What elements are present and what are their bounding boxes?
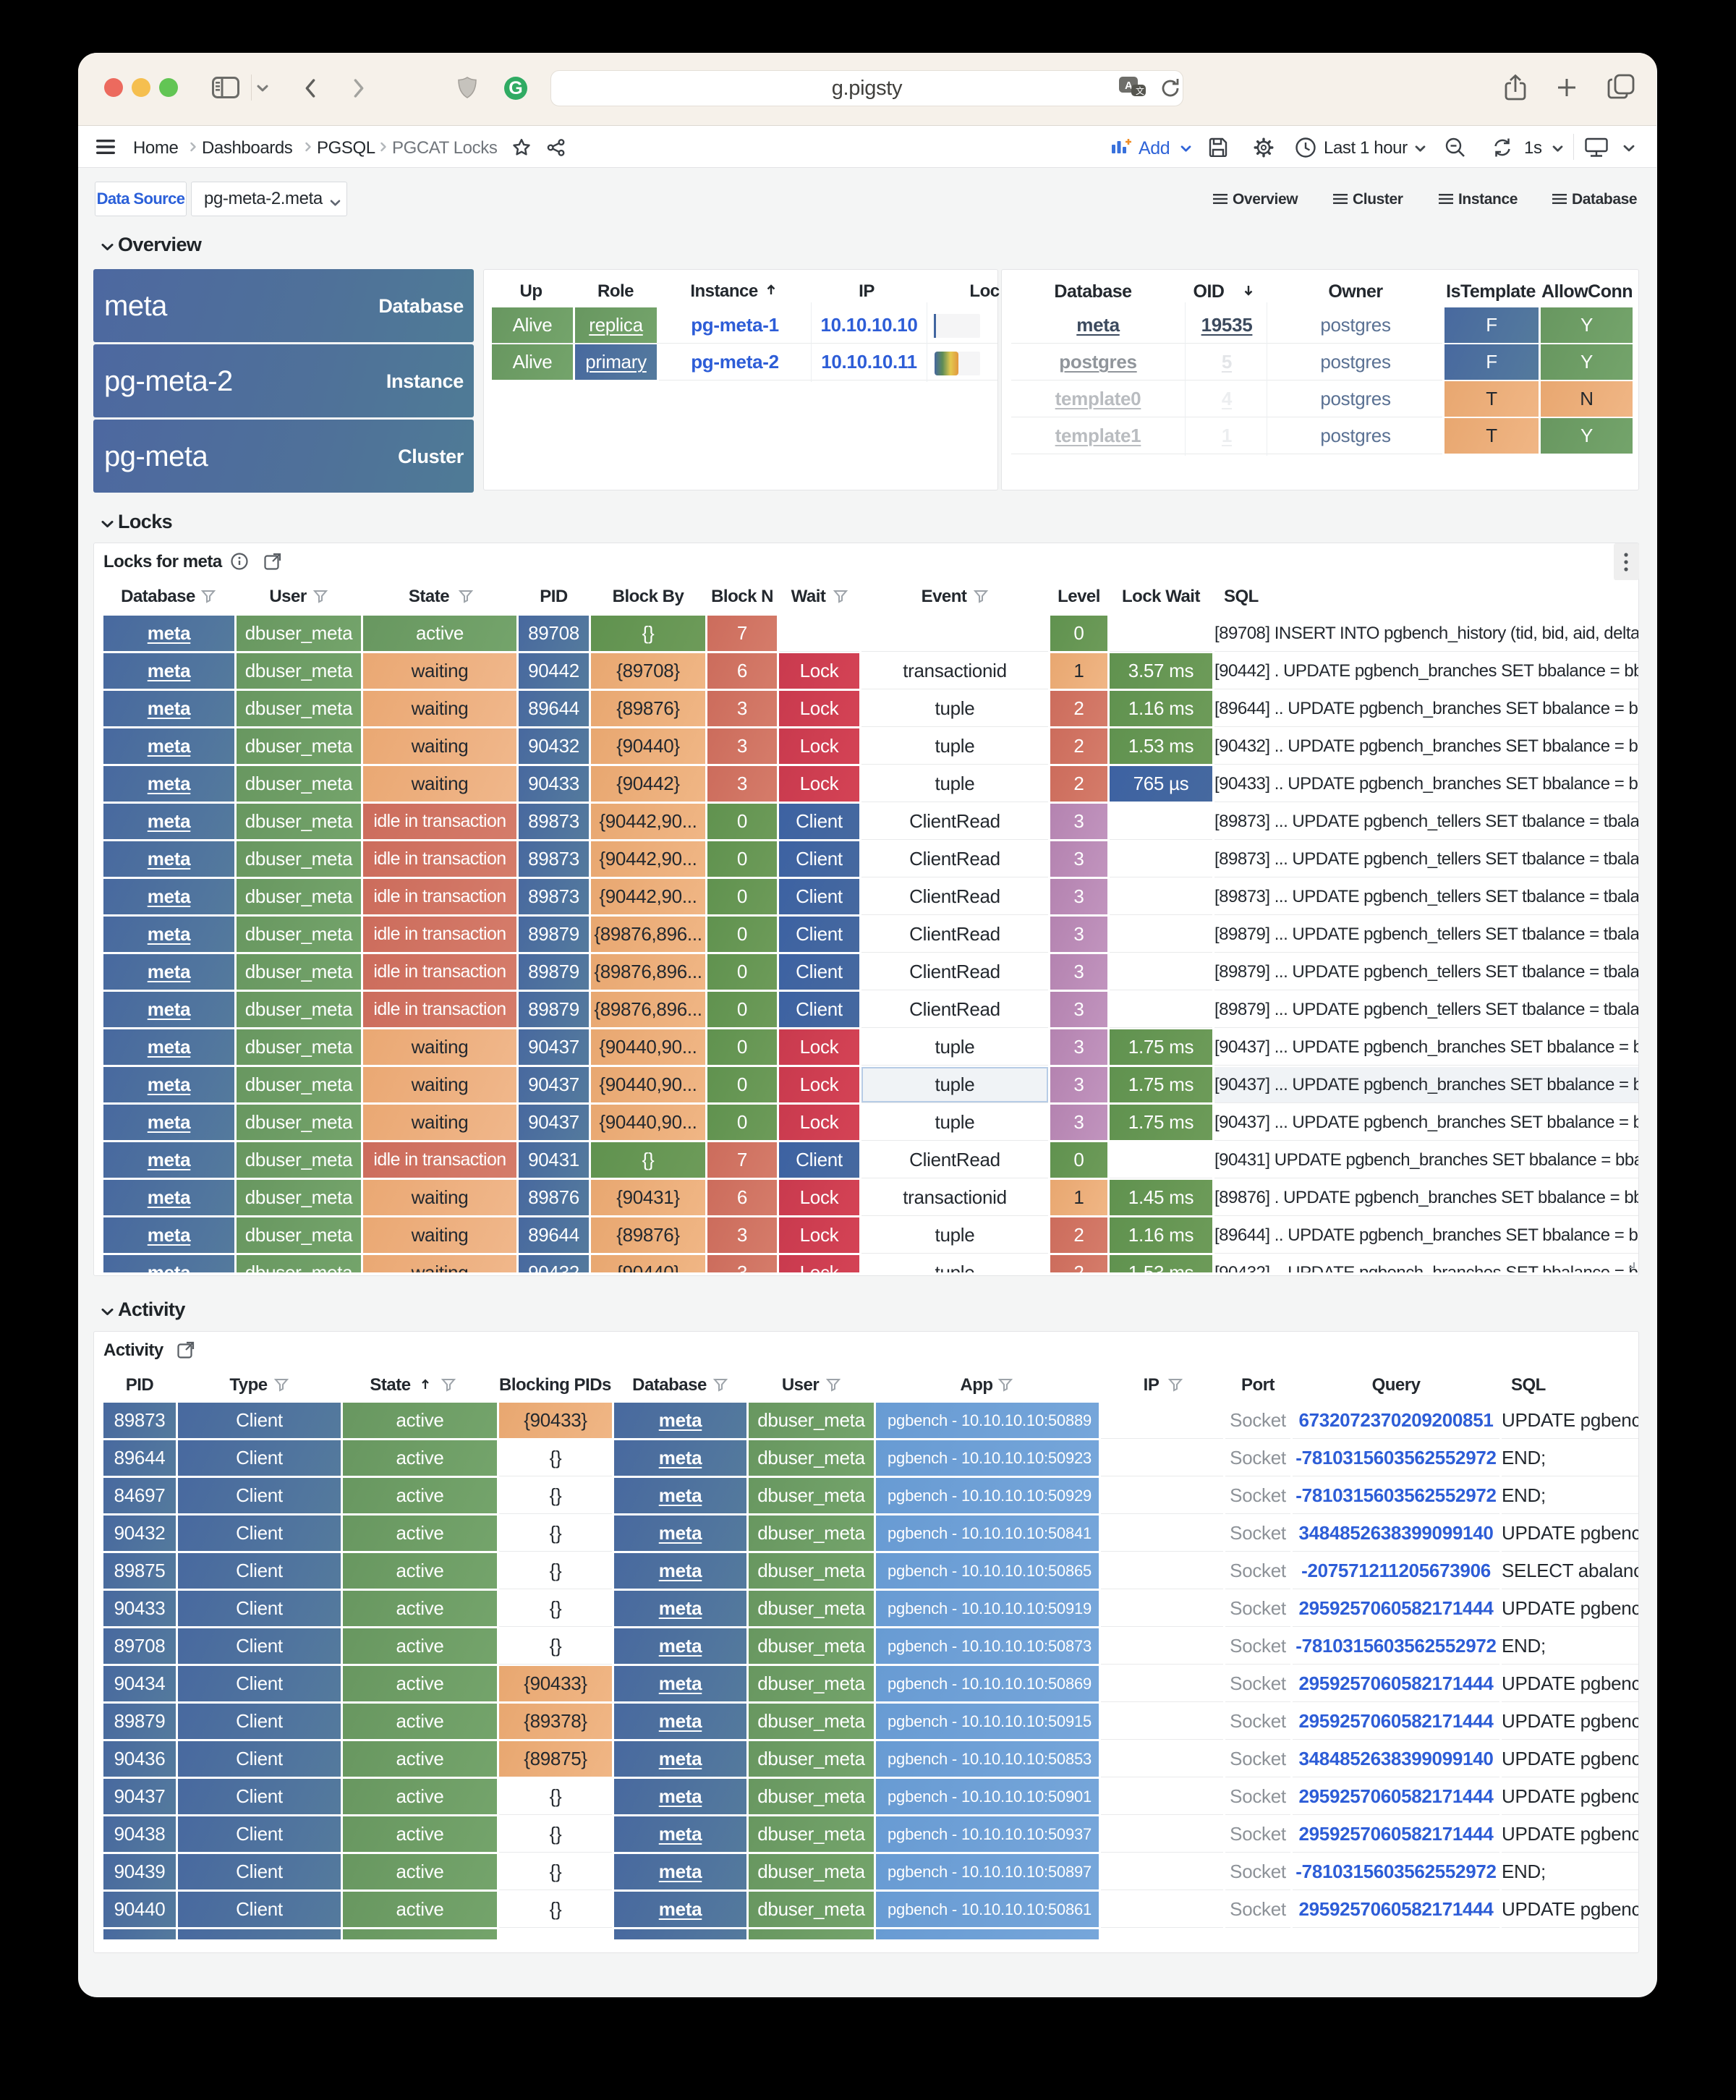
- svg-text:文: 文: [1136, 85, 1144, 96]
- svg-text:A: A: [1125, 80, 1133, 92]
